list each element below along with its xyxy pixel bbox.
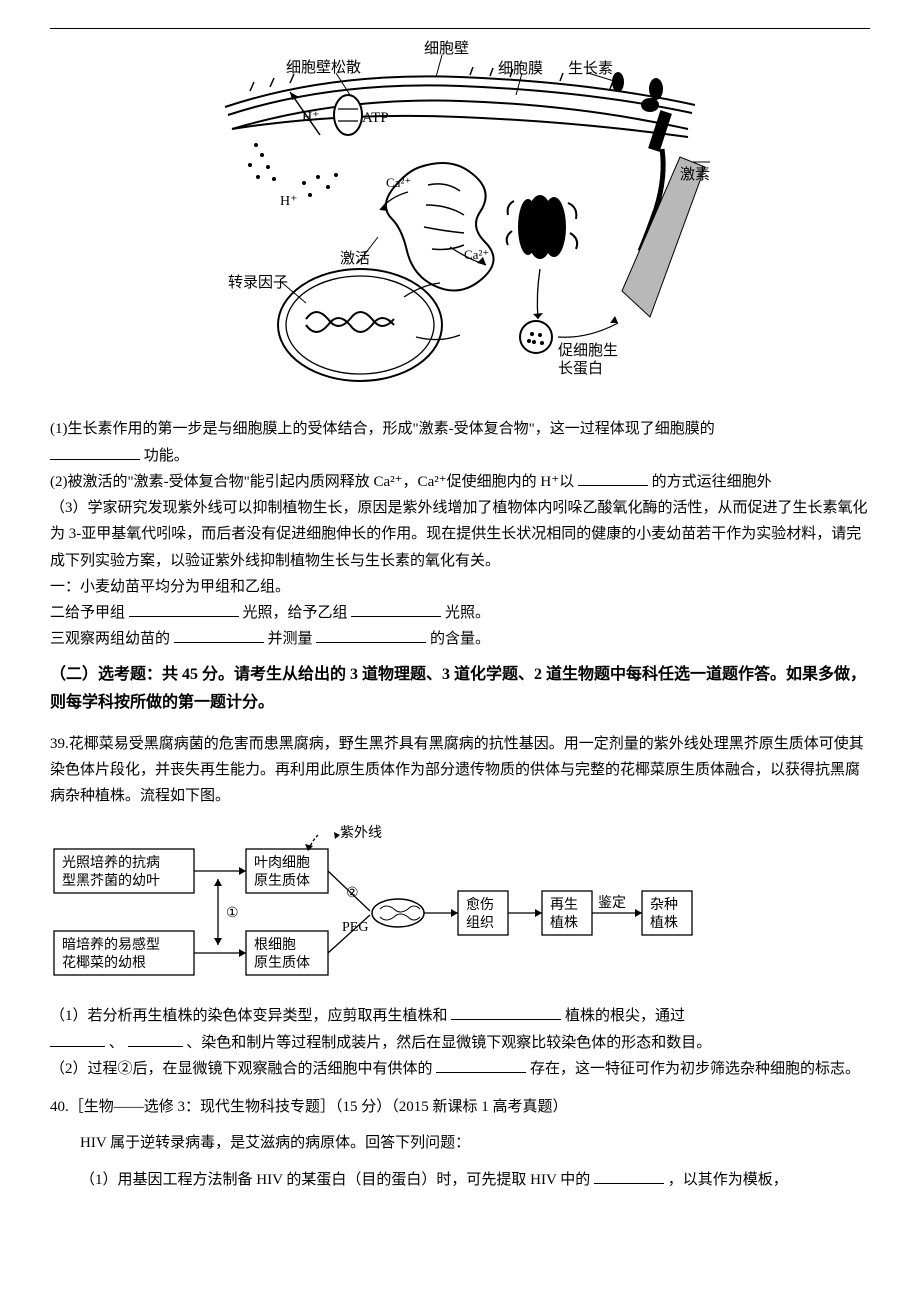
label-atp: ATP [362,110,389,126]
q39-flowchart-svg: 紫外线 光照培养的抗病 型黑芥菌的幼叶 暗培养的易感型 花椰菜的幼根 叶肉细胞 … [50,823,750,993]
q40: 40.［生物——选修 3：现代生物科技专题］（15 分）（2015 新课标 1 … [50,1094,870,1193]
blank [578,470,648,486]
svg-text:原生质体: 原生质体 [254,873,310,889]
svg-text:杂种: 杂种 [650,897,678,913]
q39-2: （2）过程②后，在显微镜下观察融合的活细胞中有供体的 存在，这一特征可作为初步筛… [50,1056,870,1082]
svg-text:花椰菜的幼根: 花椰菜的幼根 [62,955,146,971]
label-gp1: 促细胞生 [558,342,618,359]
blank [351,601,441,617]
q40-head: 40.［生物——选修 3：现代生物科技专题］（15 分）（2015 新课标 1 … [50,1094,870,1120]
q39-1: （1）若分析再生植株的染色体变异类型，应剪取再生植株和 植株的根尖，通过 、 、… [50,1003,870,1056]
q38-2: (2)被激活的"激素-受体复合物"能引起内质网释放 Ca²⁺，Ca²⁺促使细胞内… [50,469,870,495]
svg-text:植株: 植株 [550,915,578,931]
top-rule [50,28,870,29]
blank [50,444,140,460]
q39-intro: 39.花椰菜易受黑腐病菌的危害而患黑腐病，野生黑芥具有黑腐病的抗性基因。用一定剂… [50,731,870,810]
svg-text:紫外线: 紫外线 [340,825,382,841]
blank [316,627,426,643]
svg-text:鉴定: 鉴定 [598,895,626,911]
label-cell-wall-loose: 细胞壁松散 [286,59,361,76]
label-activate: 激活 [340,250,370,267]
q39-flowchart: 紫外线 光照培养的抗病 型黑芥菌的幼叶 暗培养的易感型 花椰菜的幼根 叶肉细胞 … [50,823,870,993]
cell-diagram-svg: 细胞壁 细胞壁松散 细胞膜 生长素 激素受体 ATP H⁺ H⁺ Ca²⁺ Ca… [210,37,710,397]
blank [128,1031,183,1047]
svg-text:根细胞: 根细胞 [254,937,296,953]
blank [50,1031,105,1047]
label-cell-wall: 细胞壁 [424,40,469,57]
svg-text:型黑芥菌的幼叶: 型黑芥菌的幼叶 [62,873,160,889]
page: 细胞壁 细胞壁松散 细胞膜 生长素 激素受体 ATP H⁺ H⁺ Ca²⁺ Ca… [0,0,920,1233]
svg-text:②: ② [346,886,359,901]
q40-1: （1）用基因工程方法制备 HIV 的某蛋白（目的蛋白）时，可先提取 HIV 中的… [50,1167,870,1193]
label-ca1: Ca²⁺ [386,175,411,190]
blank [451,1004,561,1020]
label-auxin: 生长素 [568,60,613,77]
q38-s3: 三观察两组幼苗的 并测量 的含量。 [50,626,870,652]
label-h1: H⁺ [302,110,320,125]
svg-text:暗培养的易感型: 暗培养的易感型 [62,936,160,953]
svg-text:叶肉细胞: 叶肉细胞 [254,855,310,871]
q38-s2: 二给予甲组 光照，给予乙组 光照。 [50,600,870,626]
label-receptor: 激素受体 [680,166,710,183]
q38-1: (1)生长素作用的第一步是与细胞膜上的受体结合，形成"激素-受体复合物"，这一过… [50,416,870,469]
q39: 39.花椰菜易受黑腐病菌的危害而患黑腐病，野生黑芥具有黑腐病的抗性基因。用一定剂… [50,731,870,1083]
svg-text:再生: 再生 [550,897,578,913]
svg-text:原生质体: 原生质体 [254,955,310,971]
blank [129,601,239,617]
q40-intro: HIV 属于逆转录病毒，是艾滋病的病原体。回答下列问题： [50,1130,870,1156]
svg-text:①: ① [226,906,239,921]
blank [436,1057,526,1073]
svg-text:PEG: PEG [342,920,368,935]
label-h2: H⁺ [280,194,298,209]
svg-text:光照培养的抗病: 光照培养的抗病 [62,855,160,871]
label-tf: 转录因子 [228,274,288,291]
svg-text:植株: 植株 [650,915,678,931]
q38-3: （3）学家研究发现紫外线可以抑制植物生长，原因是紫外线增加了植物体内吲哚乙酸氧化… [50,495,870,574]
q38-s1: 一：小麦幼苗平均分为甲组和乙组。 [50,574,870,600]
blank [594,1168,664,1184]
label-gp2: 长蛋白 [558,360,603,377]
cell-diagram: 细胞壁 细胞壁松散 细胞膜 生长素 激素受体 ATP H⁺ H⁺ Ca²⁺ Ca… [50,37,870,406]
svg-text:组织: 组织 [466,915,494,931]
section-2-heading: （二）选考题：共 45 分。请考生从给出的 3 道物理题、3 道化学题、2 道生… [50,661,870,717]
blank [174,627,264,643]
svg-text:愈伤: 愈伤 [466,897,494,913]
label-ca2: Ca²⁺ [464,247,489,262]
label-cell-membrane: 细胞膜 [498,60,543,77]
